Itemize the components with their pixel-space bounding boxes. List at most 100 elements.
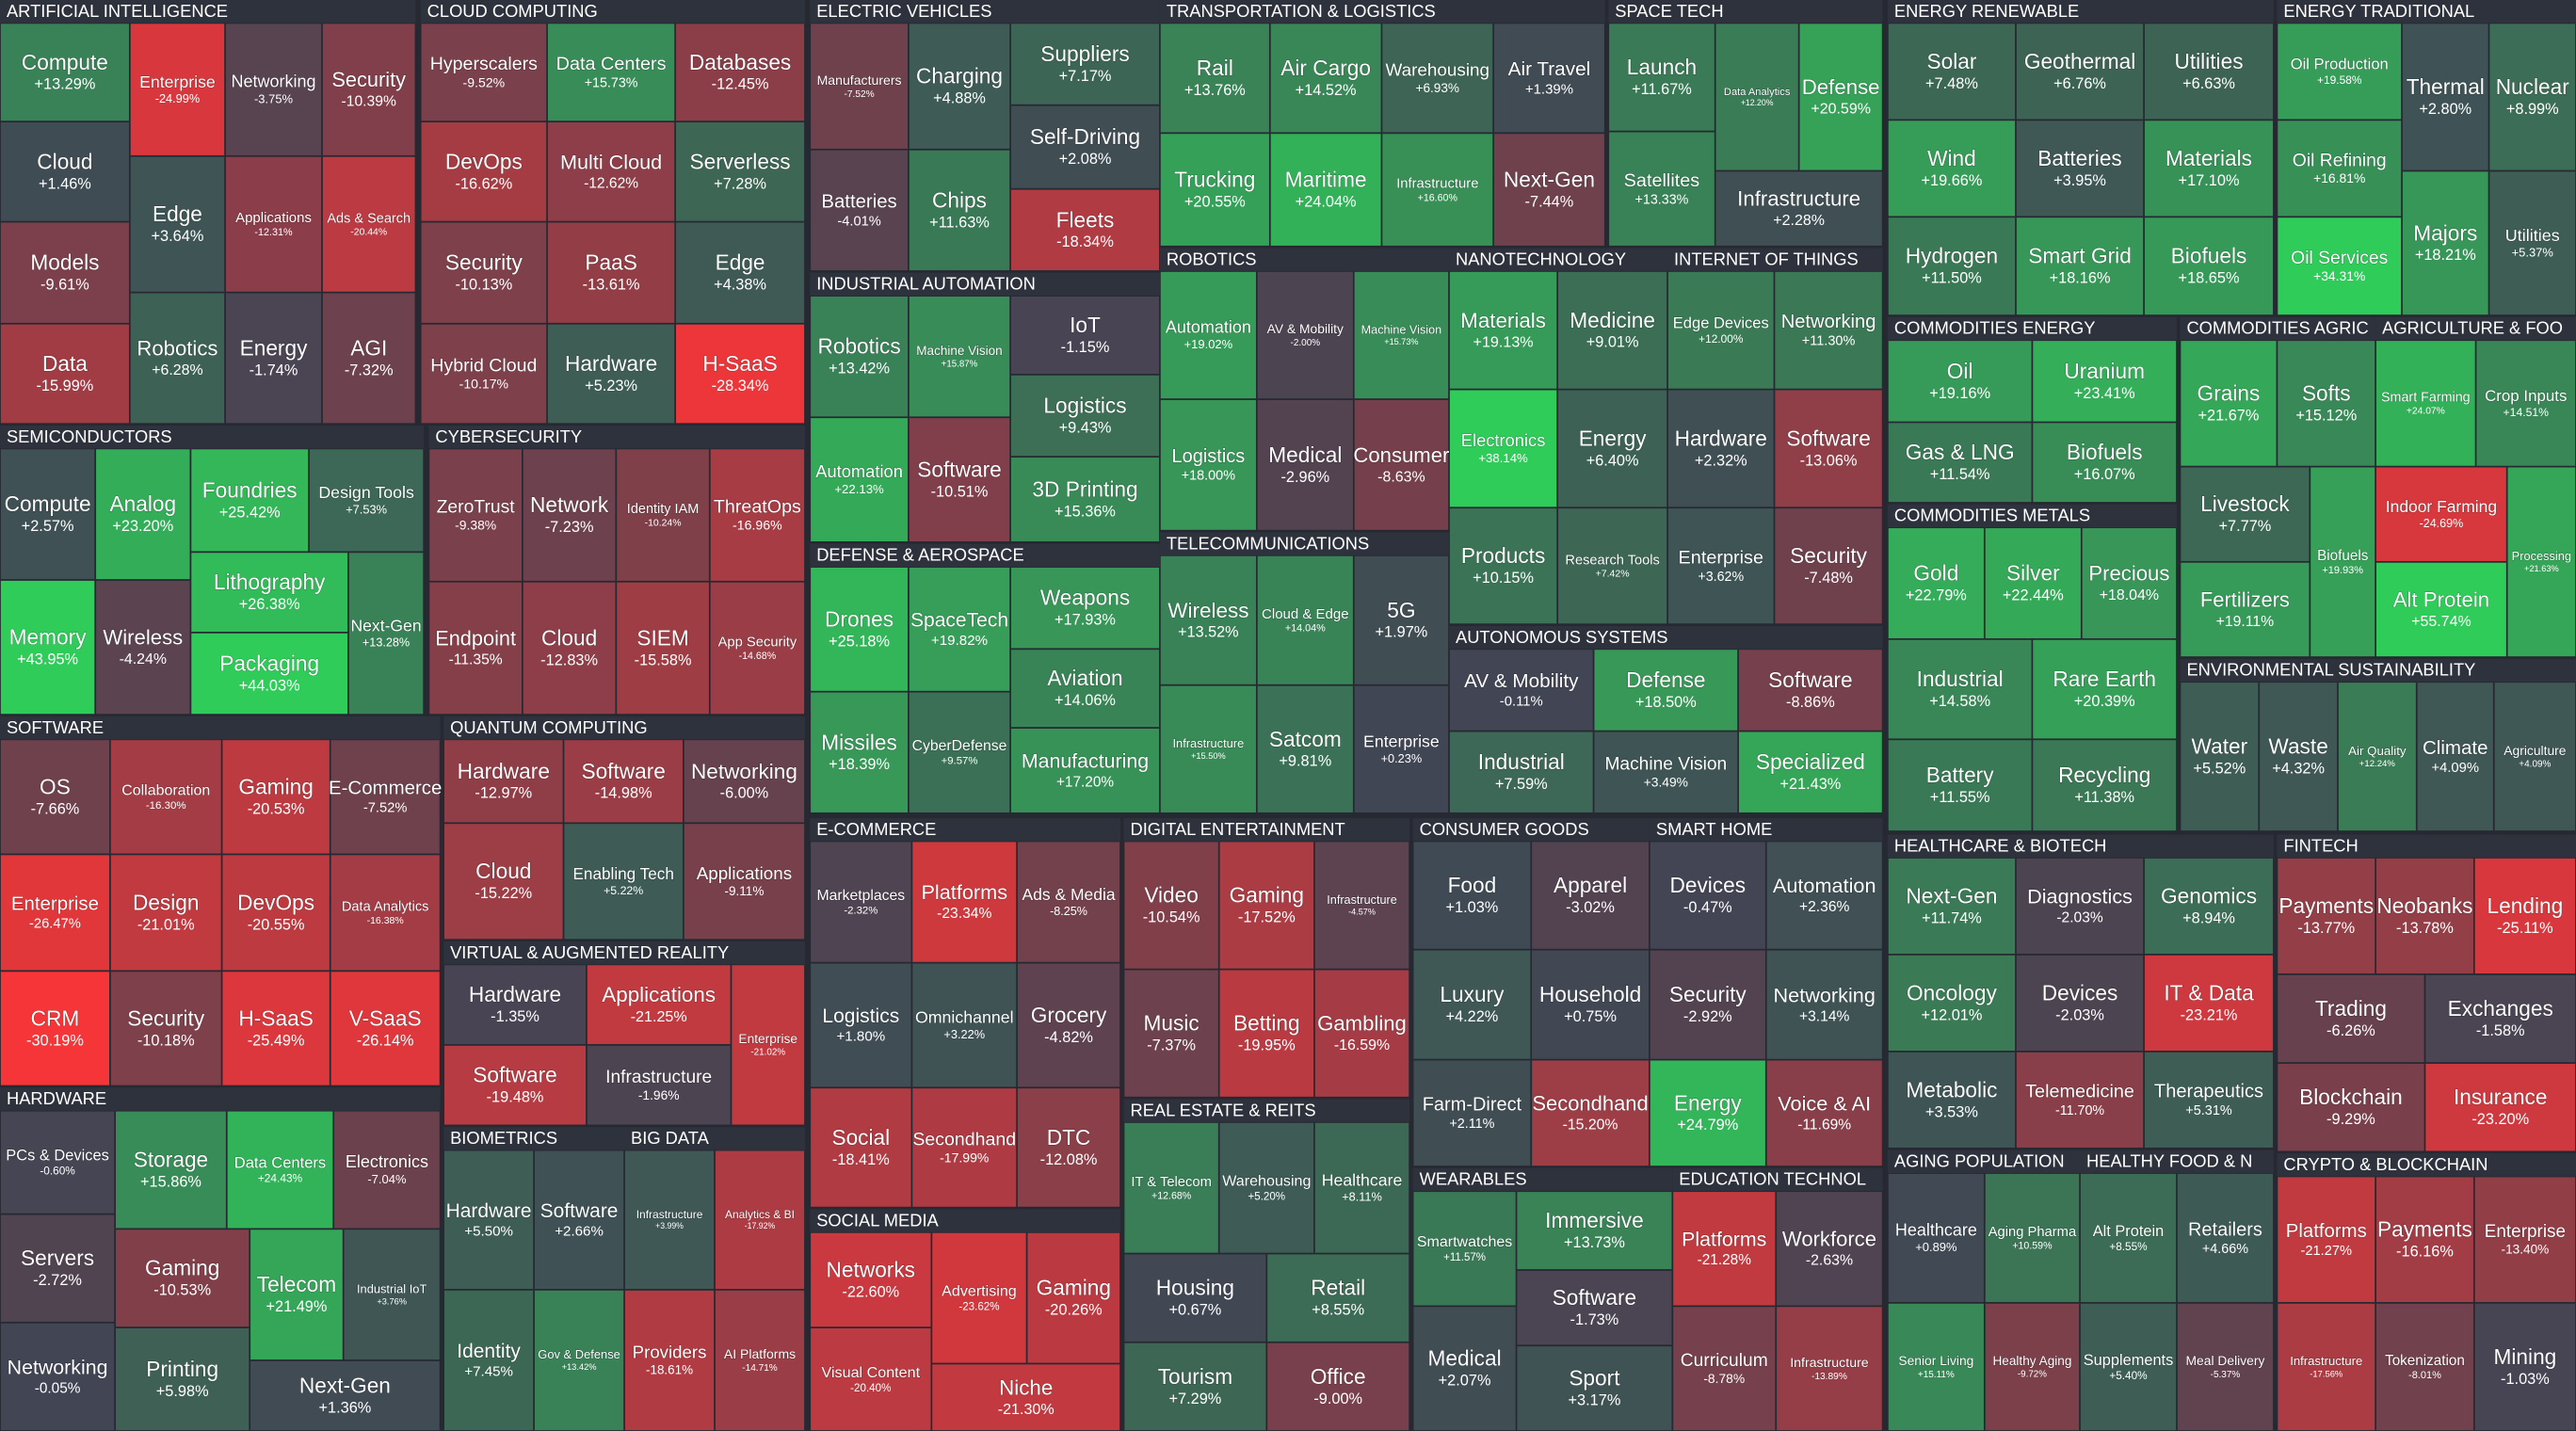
tile (116, 1111, 226, 1229)
sector-title: ENERGY RENEWABLE (1894, 1, 2079, 21)
tile (96, 449, 190, 580)
tile-label: Enterprise (738, 1032, 797, 1046)
tile (811, 842, 911, 962)
tile (443, 824, 563, 940)
tile (1017, 1088, 1120, 1207)
sector-title: HEALTHCARE & BIOTECH (1894, 835, 2107, 855)
tile-value: +3.62% (1698, 570, 1744, 585)
tile-label: Logistics (1043, 394, 1126, 418)
tile (2278, 1063, 2424, 1151)
tile-label: Infrastructure (1790, 1356, 1869, 1371)
tile (191, 449, 309, 552)
tile-label: 3D Printing (1032, 477, 1137, 502)
tile-label: IT & Telecom (1131, 1175, 1212, 1190)
tile-value: +3.76% (377, 1296, 407, 1306)
tile-value: +3.22% (943, 1027, 985, 1041)
tile (1766, 950, 1882, 1059)
tile-value: +1.03% (1446, 899, 1499, 916)
tile (710, 449, 805, 581)
tile-value: -16.16% (2396, 1244, 2454, 1261)
tile (534, 1150, 624, 1290)
tile (0, 122, 129, 221)
tile-label: Data Centers (556, 54, 667, 74)
tile-value: +13.76% (1184, 82, 1246, 99)
tile-label: Infrastructure (636, 1208, 703, 1221)
tile-label: Grocery (1031, 1003, 1107, 1027)
sector-title: COMMODITIES METALS (1894, 506, 2090, 525)
tile-value: -30.19% (26, 1032, 84, 1049)
tile-value: -8.01% (2408, 1370, 2441, 1381)
tile-label: Devices (2042, 980, 2118, 1005)
tile-value: +8.55% (1312, 1302, 1364, 1319)
tile (2144, 217, 2274, 315)
tile (1888, 528, 1984, 638)
tile-value: -23.20% (2471, 1111, 2529, 1128)
tile-value: +11.67% (1632, 81, 1692, 98)
tile-value: -9.61% (40, 277, 89, 294)
tile-value: +12.68% (1151, 1190, 1192, 1201)
tile-value: +11.63% (929, 214, 990, 231)
tile-value: +4.22% (1446, 1008, 1499, 1025)
sector-title: VIRTUAL & AUGMENTED REALITY (450, 942, 729, 962)
tile-value: -26.14% (357, 1032, 414, 1049)
tile-label: Crop Inputs (2485, 387, 2567, 405)
tile-label: Networks (827, 1257, 915, 1281)
tile-value: +1.46% (39, 175, 91, 192)
sector: TELECOMMUNICATIONS Wireless +13.52% Infrast… (1159, 532, 1449, 812)
tile-label: Metabolic (1906, 1077, 1997, 1101)
tile (2033, 740, 2177, 831)
sector-title: SMART HOME (1656, 819, 1772, 839)
tile-label: Voice & AI (1778, 1091, 1871, 1115)
tile-value: -4.24% (120, 651, 167, 667)
tile-label: Tourism (1158, 1364, 1232, 1389)
tile-label: Wireless (103, 626, 183, 650)
tile-value: -16.38% (367, 915, 404, 926)
tile-value: -26.47% (29, 917, 81, 932)
tile-label: Software (1553, 1285, 1636, 1310)
tile (2474, 1303, 2576, 1431)
tile (1449, 650, 1593, 731)
tile-value: +3.95% (2053, 172, 2106, 189)
tile-label: 5G (1387, 598, 1415, 622)
sector-title: SPACE TECH (1615, 1, 1723, 21)
tile (443, 1045, 587, 1125)
tile-label: Self-Driving (1030, 124, 1140, 149)
tile-value: +34.31% (2313, 268, 2365, 283)
tile-label: Fertilizers (2200, 588, 2290, 612)
sector-header (1887, 834, 2274, 858)
tile-label: Geothermal (2024, 49, 2135, 73)
tile-label: Enterprise (1679, 548, 1763, 569)
tile (1382, 24, 1493, 133)
tile (2278, 24, 2402, 120)
tile-label: Applications (602, 983, 716, 1006)
tile (1124, 1122, 1218, 1253)
tile (1985, 1173, 2080, 1303)
tile-value: +23.20% (112, 518, 173, 535)
tile (1888, 121, 2016, 217)
tile-value: +7.28% (714, 175, 766, 192)
tile-label: Memory (9, 625, 88, 650)
tile-label: Air Quality (2348, 744, 2407, 758)
tile-label: Storage (134, 1148, 208, 1172)
tile-value: +11.55% (1930, 789, 1990, 806)
tile-value: -8.63% (1377, 469, 1425, 485)
tile-label: Alt Protein (2393, 588, 2489, 612)
tile-value: +7.29% (1168, 1391, 1221, 1407)
sector-title: HEALTHY FOOD & N (2086, 1151, 2252, 1171)
tile-label: Thermal (2407, 74, 2485, 99)
tile-value: -9.11% (724, 884, 764, 898)
tile-value: +19.58% (2317, 73, 2362, 87)
tile (0, 449, 95, 580)
tile (1160, 685, 1256, 812)
tile-value: +0.23% (1381, 751, 1423, 765)
tile (225, 293, 322, 424)
tile (2177, 1173, 2274, 1303)
tile (547, 222, 675, 323)
tile-value: +55.74% (2411, 614, 2471, 630)
tile-value: -19.48% (487, 1089, 544, 1106)
tile (1267, 1343, 1409, 1431)
tile-label: Satcom (1269, 727, 1342, 751)
sector-header (0, 425, 425, 449)
tile (811, 1327, 931, 1431)
tile-label: Robotics (137, 337, 217, 361)
